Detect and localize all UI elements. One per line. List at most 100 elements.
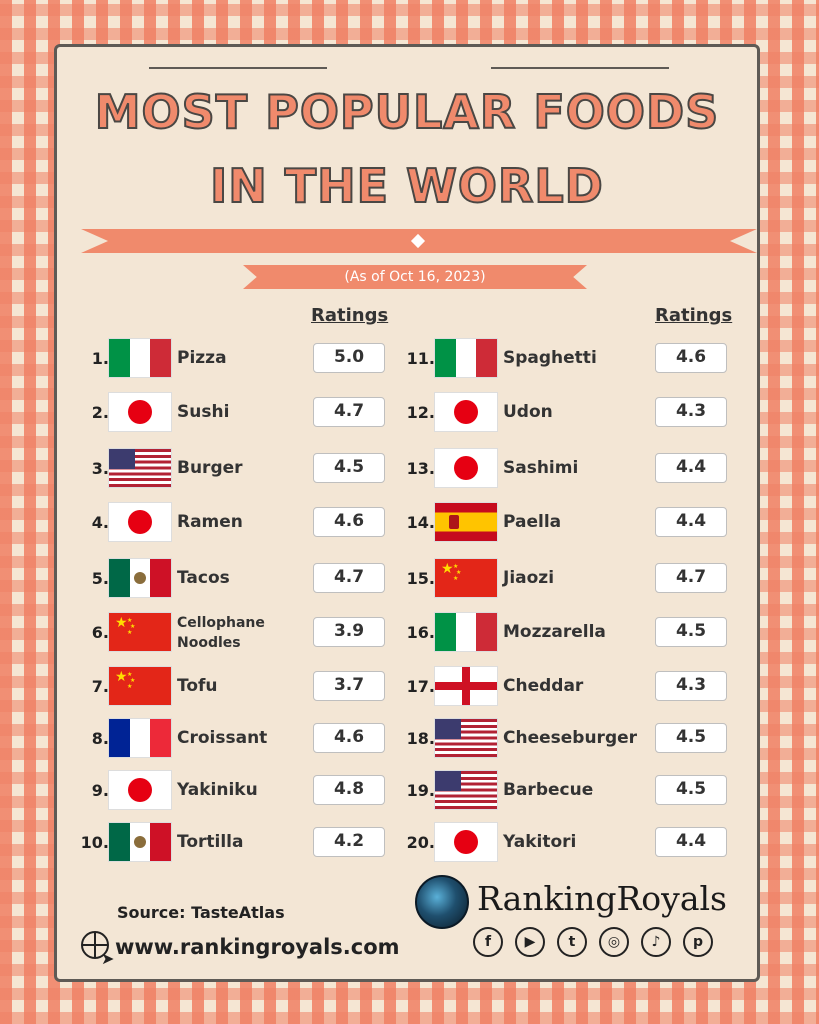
food-row: 10. Tortilla 4.2 (67, 823, 397, 863)
facebook-icon[interactable]: f (473, 927, 503, 957)
food-name: Sashimi (503, 458, 579, 478)
rating-box: 4.6 (655, 343, 727, 373)
rank-number: 11. (406, 349, 435, 368)
youtube-icon[interactable]: ▶ (515, 927, 545, 957)
infographic-card: MOST POPULAR FOODS IN THE WORLD (As of O… (54, 44, 760, 982)
food-row: 8. Croissant 4.6 (67, 719, 397, 759)
food-row: 12. Udon 4.3 (393, 393, 733, 433)
food-row: 6. ★ ★ ★ ★ Cellophane Noodles 3.9 (67, 613, 397, 653)
food-name: Croissant (177, 728, 268, 748)
food-name: Yakitori (503, 832, 577, 852)
rating-box: 3.7 (313, 671, 385, 701)
food-row: 14. Paella 4.4 (393, 503, 733, 543)
spain-flag-icon (435, 503, 497, 541)
food-row: 2. Sushi 4.7 (67, 393, 397, 433)
china-flag-icon: ★ ★ ★ ★ (109, 667, 171, 705)
usa-flag-icon (435, 719, 497, 757)
instagram-icon[interactable]: ◎ (599, 927, 629, 957)
title-line-1: MOST POPULAR FOODS (94, 84, 720, 140)
food-row: 16. Mozzarella 4.5 (393, 613, 733, 653)
rank-number: 9. (91, 781, 109, 800)
rating-box: 4.5 (655, 775, 727, 805)
food-name: Spaghetti (503, 348, 597, 368)
twitter-icon[interactable]: t (557, 927, 587, 957)
food-row: 9. Yakiniku 4.8 (67, 771, 397, 811)
food-name: Pizza (177, 348, 227, 368)
date-banner: (As of Oct 16, 2023) (243, 265, 587, 289)
rank-number: 16. (406, 623, 435, 642)
food-row: 18. Cheeseburger 4.5 (393, 719, 733, 759)
source-text: Source: TasteAtlas (117, 903, 285, 922)
rank-number: 20. (406, 833, 435, 852)
usa-flag-icon (435, 771, 497, 809)
italy-flag-icon (435, 339, 497, 377)
food-row: 4. Ramen 4.6 (67, 503, 397, 543)
rating-box: 5.0 (313, 343, 385, 373)
food-name: Jiaozi (503, 568, 555, 588)
italy-flag-icon (435, 613, 497, 651)
food-row: 13. Sashimi 4.4 (393, 449, 733, 489)
rank-number: 18. (406, 729, 435, 748)
rating-box: 4.3 (655, 671, 727, 701)
rank-number: 8. (91, 729, 109, 748)
ratings-header-left: Ratings (311, 305, 389, 326)
title-line-2: IN THE WORLD (209, 158, 604, 214)
brand-logo (415, 875, 469, 929)
rating-box: 4.5 (655, 723, 727, 753)
rank-number: 5. (91, 569, 109, 588)
ratings-header-right: Ratings (655, 305, 733, 326)
france-flag-icon (109, 719, 171, 757)
food-name: Cellophane Noodles (177, 615, 265, 651)
rating-box: 4.4 (655, 453, 727, 483)
japan-flag-icon (435, 393, 497, 431)
rank-number: 15. (406, 569, 435, 588)
rank-number: 13. (406, 459, 435, 478)
brand-name: RankingRoyals (477, 879, 727, 918)
japan-flag-icon (109, 771, 171, 809)
rating-box: 4.6 (313, 507, 385, 537)
food-row: 1. Pizza 5.0 (67, 339, 397, 379)
rating-box: 4.8 (313, 775, 385, 805)
japan-flag-icon (435, 449, 497, 487)
china-flag-icon: ★ ★ ★ ★ (435, 559, 497, 597)
website-link[interactable]: www.rankingroyals.com (115, 935, 400, 959)
food-name: Tofu (177, 676, 218, 696)
food-name: Cheddar (503, 676, 584, 696)
mexico-flag-icon (109, 559, 171, 597)
food-name: Tacos (177, 568, 230, 588)
rank-number: 3. (91, 459, 109, 478)
rating-box: 4.5 (313, 453, 385, 483)
food-row: 5. Tacos 4.7 (67, 559, 397, 599)
food-row: 15. ★ ★ ★ ★ Jiaozi 4.7 (393, 559, 733, 599)
food-name: Cheeseburger (503, 728, 638, 748)
rank-number: 14. (406, 513, 435, 532)
food-name: Barbecue (503, 780, 594, 800)
pinterest-icon[interactable]: p (683, 927, 713, 957)
rank-number: 17. (406, 677, 435, 696)
italy-flag-icon (109, 339, 171, 377)
japan-flag-icon (109, 503, 171, 541)
rating-box: 4.7 (313, 563, 385, 593)
food-name: Mozzarella (503, 622, 606, 642)
rank-number: 19. (406, 781, 435, 800)
decorative-line-right (491, 67, 669, 69)
food-name: Paella (503, 512, 562, 532)
rating-box: 3.9 (313, 617, 385, 647)
food-name: Burger (177, 458, 243, 478)
globe-icon (81, 931, 109, 959)
food-name: Tortilla (177, 832, 244, 852)
food-row: 11. Spaghetti 4.6 (393, 339, 733, 379)
food-row: 7. ★ ★ ★ ★ Tofu 3.7 (67, 667, 397, 707)
rank-number: 7. (91, 677, 109, 696)
rating-box: 4.5 (655, 617, 727, 647)
cursor-icon: ➤ (101, 949, 115, 968)
rank-number: 4. (91, 513, 109, 532)
england-flag-icon (435, 667, 497, 705)
japan-flag-icon (435, 823, 497, 861)
japan-flag-icon (109, 393, 171, 431)
usa-flag-icon (109, 449, 171, 487)
food-name: Ramen (177, 512, 243, 532)
food-row: 20. Yakitori 4.4 (393, 823, 733, 863)
tiktok-icon[interactable]: ♪ (641, 927, 671, 957)
food-name: Yakiniku (177, 780, 258, 800)
